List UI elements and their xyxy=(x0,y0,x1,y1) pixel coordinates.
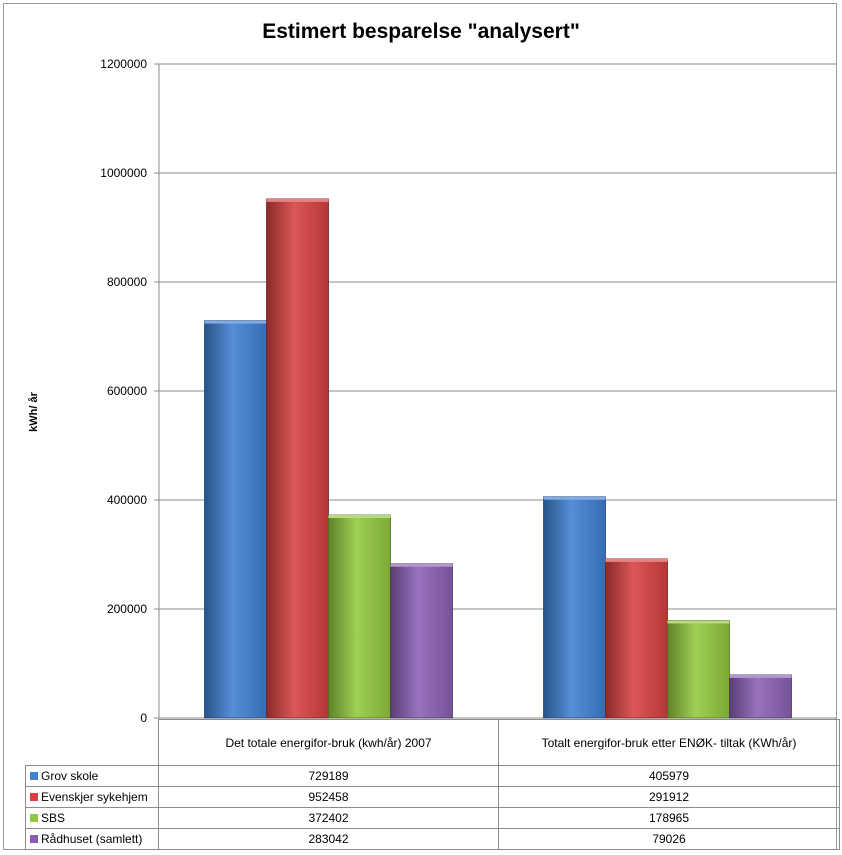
bar-highlight xyxy=(543,496,606,500)
bar xyxy=(667,620,730,719)
table-corner xyxy=(26,720,159,766)
series-legend-cell: Evenskjer sykehjem xyxy=(25,786,159,808)
y-tick-label: 0 xyxy=(140,711,147,725)
series-legend-cell: Grov skole xyxy=(25,765,159,787)
data-value-cell: 79026 xyxy=(498,828,840,850)
bar xyxy=(266,198,329,719)
bar xyxy=(328,514,391,719)
legend-swatch-icon xyxy=(30,793,38,801)
data-table: Det totale energifor-bruk (kwh/år) 2007 T… xyxy=(25,719,840,850)
bar xyxy=(204,320,267,719)
data-value-cell: 372402 xyxy=(158,807,499,829)
y-tick-label: 600000 xyxy=(107,384,147,398)
data-value-cell: 405979 xyxy=(498,765,840,787)
table-row: Grov skole 729189 405979 xyxy=(25,765,840,787)
series-name: Evenskjer sykehjem xyxy=(41,790,148,804)
bar xyxy=(543,496,606,719)
category-label: Det totale energifor-bruk (kwh/år) 2007 xyxy=(158,719,499,766)
bar-highlight xyxy=(204,320,267,324)
chart-title: Estimert besparelse "analysert" xyxy=(262,20,580,43)
bar xyxy=(605,558,668,719)
data-value-cell: 291912 xyxy=(498,786,840,808)
data-value-cell: 729189 xyxy=(158,765,499,787)
series-name: Rådhuset (samlett) xyxy=(41,832,143,846)
category-label: Totalt energifor-bruk etter ENØK- tiltak… xyxy=(498,719,840,766)
bar-highlight xyxy=(605,558,668,562)
data-value-cell: 178965 xyxy=(498,807,840,829)
legend-swatch-icon xyxy=(30,835,38,843)
bar-highlight xyxy=(266,198,329,202)
series-legend-cell: SBS xyxy=(25,807,159,829)
bar-highlight xyxy=(328,515,391,519)
table-row: Evenskjer sykehjem 952458 291912 xyxy=(25,786,840,808)
series-name: Grov skole xyxy=(41,769,99,783)
y-tick-label: 1000000 xyxy=(100,166,147,180)
y-tick-label: 1200000 xyxy=(100,57,147,71)
legend-swatch-icon xyxy=(30,772,38,780)
data-value-cell: 283042 xyxy=(158,828,499,850)
y-axis-ticks: 0 200000 400000 600000 800000 1000000 1200000 xyxy=(100,57,147,725)
series-legend-cell: Rådhuset (samlett) xyxy=(25,828,159,850)
bar-highlight xyxy=(729,674,792,678)
bar-highlight xyxy=(667,620,730,624)
series-name: SBS xyxy=(41,811,66,825)
table-header-row: Det totale energifor-bruk (kwh/år) 2007 T… xyxy=(26,719,840,766)
y-tick-label: 200000 xyxy=(107,602,147,616)
bar xyxy=(390,563,453,719)
y-tick-label: 800000 xyxy=(107,275,147,289)
data-value-cell: 952458 xyxy=(158,786,499,808)
bars xyxy=(204,198,792,719)
table-row: SBS 372402 178965 xyxy=(25,807,840,829)
y-tick-label: 400000 xyxy=(107,493,147,507)
bar xyxy=(729,674,792,719)
table-row: Rådhuset (samlett) 283042 79026 xyxy=(25,828,840,850)
bar-highlight xyxy=(390,563,453,567)
legend-swatch-icon xyxy=(30,814,38,822)
